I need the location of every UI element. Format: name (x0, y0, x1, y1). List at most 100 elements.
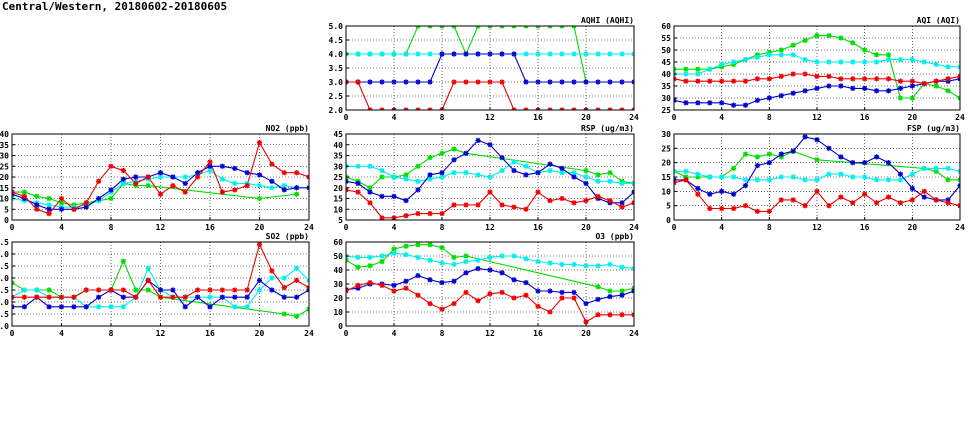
data-point-series-2 (571, 261, 577, 267)
data-point-series-3 (415, 273, 421, 279)
data-point-series-2 (838, 171, 844, 177)
data-point-series-4 (838, 76, 844, 82)
data-point-series-1 (451, 254, 457, 260)
data-point-series-4 (571, 107, 577, 110)
data-point-series-4 (306, 174, 309, 180)
x-tick-label: 16 (533, 223, 543, 232)
x-tick-label: 0 (344, 113, 349, 122)
data-point-series-4 (778, 197, 784, 203)
data-point-series-2 (683, 168, 689, 174)
data-point-series-2 (415, 178, 421, 184)
data-point-series-3 (523, 79, 529, 85)
data-point-series-2 (269, 185, 275, 191)
y-tick-label: 25 (0, 162, 9, 171)
x-tick-label: 12 (156, 223, 166, 232)
plot-area (674, 134, 960, 214)
data-point-series-3 (583, 180, 589, 187)
data-point-series-4 (897, 200, 904, 206)
data-point-series-3 (475, 137, 481, 144)
data-point-series-1 (933, 83, 939, 89)
data-point-series-4 (607, 107, 613, 110)
data-point-series-3 (34, 202, 40, 208)
data-point-series-4 (683, 177, 689, 183)
data-point-series-3 (294, 185, 300, 191)
data-point-series-2 (499, 253, 505, 259)
data-point-series-3 (71, 304, 77, 310)
x-tick-label: 4 (59, 223, 64, 232)
data-point-series-3 (415, 187, 421, 193)
x-tick-label: 0 (672, 113, 677, 122)
data-point-series-4 (873, 200, 880, 206)
data-point-series-4 (108, 287, 114, 293)
data-point-series-2 (523, 51, 529, 57)
data-point-series-2 (403, 176, 409, 182)
data-point-series-2 (547, 260, 553, 266)
data-point-series-4 (547, 309, 553, 315)
data-point-series-2 (945, 64, 951, 70)
data-point-series-4 (379, 282, 385, 288)
data-point-series-3 (439, 51, 445, 57)
data-point-series-4 (499, 79, 505, 85)
data-point-series-2 (535, 259, 541, 265)
data-point-series-4 (157, 294, 164, 300)
data-point-series-3 (281, 187, 287, 193)
y-tick-label: 40 (333, 141, 343, 150)
data-point-series-2 (583, 174, 589, 180)
data-point-series-2 (683, 71, 689, 77)
data-point-series-4 (559, 295, 565, 301)
data-point-series-4 (571, 295, 577, 301)
data-point-series-4 (439, 306, 445, 312)
data-point-series-1 (674, 66, 677, 72)
chart-fsp: 0 4 8 12 16 20 24 0 5 10 15 20 25 30 FSP (ug/m3) (661, 124, 965, 232)
data-point-series-2 (463, 259, 469, 265)
data-point-series-4 (294, 277, 300, 283)
data-point-series-3 (535, 170, 541, 176)
x-tick-label: 16 (533, 113, 543, 122)
data-point-series-1 (306, 306, 309, 312)
y-tick-label: 20 (333, 184, 343, 193)
plot-area (674, 33, 960, 108)
data-point-series-1 (957, 95, 960, 101)
data-point-series-4 (921, 188, 927, 194)
data-point-series-4 (909, 78, 915, 84)
data-point-series-3 (571, 289, 577, 295)
x-tick-label: 16 (533, 329, 543, 338)
data-point-series-4 (133, 294, 139, 300)
data-point-series-3 (595, 79, 601, 85)
data-point-series-3 (244, 294, 250, 300)
data-point-series-2 (379, 51, 385, 57)
data-point-series-4 (157, 191, 164, 197)
data-point-series-4 (850, 76, 856, 82)
data-point-series-2 (885, 57, 892, 63)
x-tick-label: 20 (255, 329, 265, 338)
data-point-series-3 (511, 167, 517, 174)
y-tick-label: 5 (338, 216, 343, 225)
data-point-series-3 (754, 162, 761, 169)
data-point-series-3 (232, 294, 238, 300)
data-point-series-3 (719, 100, 725, 106)
data-point-series-3 (619, 200, 625, 206)
data-point-series-1 (826, 33, 832, 39)
x-tick-label: 12 (485, 223, 495, 232)
y-tick-label: 45 (661, 58, 671, 67)
data-point-series-2 (719, 61, 725, 67)
data-point-series-2 (595, 178, 601, 184)
data-point-series-4 (379, 107, 385, 110)
data-point-series-3 (427, 172, 433, 178)
chart-title: AQHI (AQHI) (581, 16, 634, 25)
data-point-series-1 (294, 191, 300, 197)
data-point-series-1 (120, 258, 126, 264)
data-point-series-2 (120, 180, 126, 187)
y-tick-label: 20 (0, 173, 9, 182)
data-point-series-4 (346, 187, 349, 193)
data-point-series-4 (499, 289, 505, 295)
data-point-series-4 (778, 73, 784, 79)
data-point-series-2 (778, 52, 784, 58)
data-point-series-4 (499, 202, 505, 208)
data-point-series-2 (559, 261, 565, 267)
data-point-series-3 (695, 185, 701, 192)
y-tick-label: 10 (333, 205, 343, 214)
data-point-series-4 (945, 76, 951, 82)
data-point-series-4 (523, 107, 529, 110)
data-point-series-3 (850, 85, 856, 91)
